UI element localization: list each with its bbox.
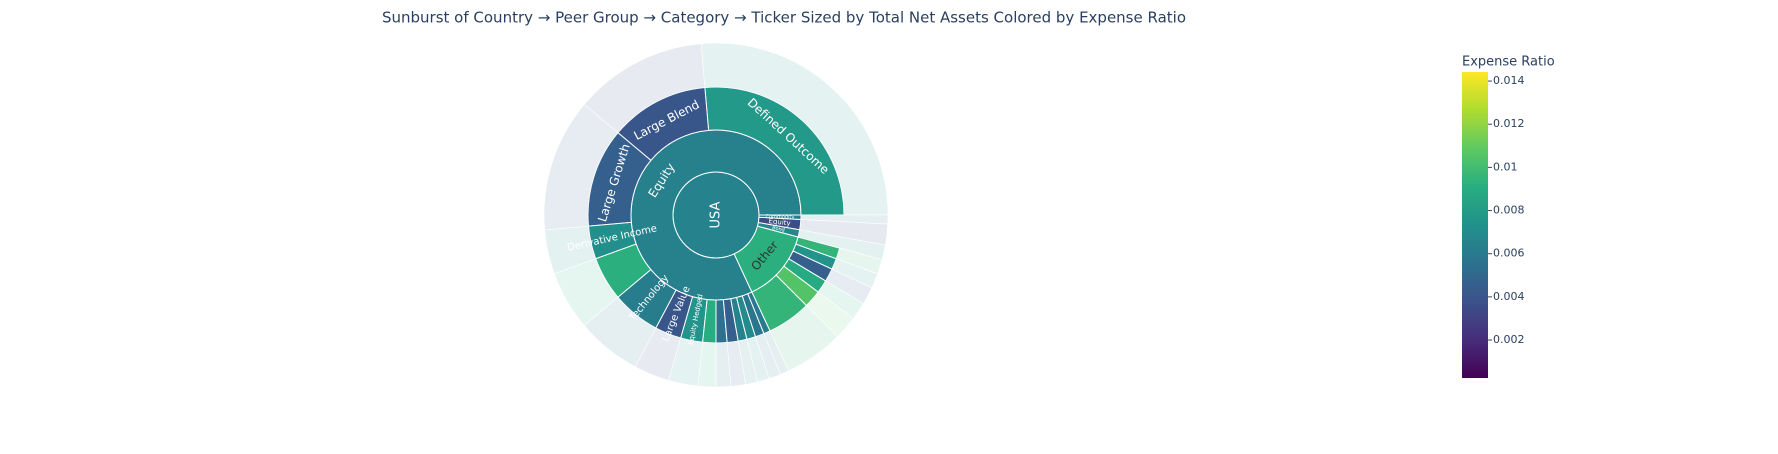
colorbar-tick-label: 0.008 [1493, 204, 1525, 217]
ticker-ring-slice [800, 214, 889, 225]
colorbar-tick-label: 0.002 [1493, 333, 1525, 346]
colorbar-tick-label: 0.006 [1493, 247, 1525, 260]
slice-label: Commodity [765, 214, 794, 221]
colorbar [1462, 72, 1488, 378]
colorbar-tick-label: 0.01 [1493, 160, 1518, 173]
chart-title: Sunburst of Country → Peer Group → Categ… [382, 9, 1186, 27]
slice-label: USA [709, 201, 724, 228]
colorbar-title: Expense Ratio [1462, 55, 1555, 70]
colorbar-tick-label: 0.004 [1493, 290, 1525, 303]
colorbar-tick-label: 0.012 [1493, 117, 1525, 130]
slice-label: Equity [768, 217, 791, 227]
colorbar-tick-label: 0.014 [1493, 74, 1525, 87]
slice-label: Bond [771, 225, 785, 234]
